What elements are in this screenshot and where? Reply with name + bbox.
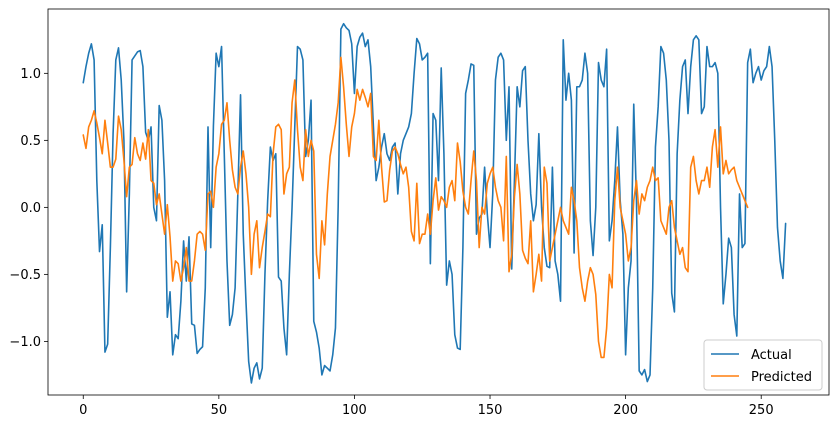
legend-label-actual: Actual [751, 348, 792, 363]
x-tick-label: 150 [478, 403, 503, 418]
y-tick-label: −0.5 [9, 268, 41, 283]
series-layer [82, 22, 787, 384]
series-line-predicted [82, 56, 749, 359]
y-tick-label: −1.0 [9, 335, 41, 350]
y-tick-label: 0.0 [20, 201, 41, 216]
y-tick-label: 0.5 [20, 134, 41, 149]
legend-box [703, 339, 823, 391]
series-line-actual [82, 22, 787, 384]
y-axis-ticks: −1.0 −0.5 0.0 0.5 1.0 [9, 67, 48, 350]
x-tick-label: 250 [749, 403, 774, 418]
x-tick-label: 50 [211, 403, 228, 418]
x-tick-label: 0 [79, 403, 87, 418]
plot-frame [47, 8, 830, 396]
legend-label-predicted: Predicted [751, 370, 812, 385]
x-tick-label: 200 [613, 403, 638, 418]
y-tick-label: 1.0 [20, 67, 41, 82]
x-axis-ticks: 0 50 100 150 200 250 [79, 395, 774, 418]
x-tick-label: 100 [342, 403, 367, 418]
legend: Actual Predicted [703, 339, 823, 391]
